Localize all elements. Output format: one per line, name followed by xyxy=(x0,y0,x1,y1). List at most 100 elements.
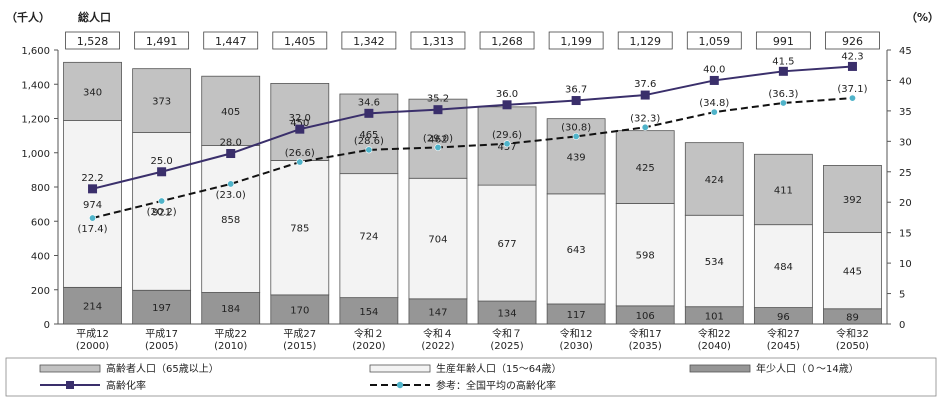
line-point xyxy=(572,132,580,140)
bar-segment xyxy=(615,130,675,204)
bar-segment-label: 117 xyxy=(567,310,586,321)
bar-segment-label: 101 xyxy=(705,311,724,322)
line-point-label: (37.1) xyxy=(837,84,867,95)
x-tick-label-year: (2035) xyxy=(629,341,662,352)
y-right-tick-label: 35 xyxy=(899,107,912,118)
x-tick-label: 令和17 xyxy=(629,327,662,340)
x-tick-label-year: (2025) xyxy=(490,341,523,352)
line-series xyxy=(92,65,853,190)
line-point xyxy=(709,75,719,85)
bar-segment xyxy=(270,82,330,161)
line-point xyxy=(157,167,167,177)
x-tick-label: 平成27 xyxy=(283,328,316,340)
total-box xyxy=(134,31,190,50)
y-right-tick-label: 40 xyxy=(899,76,912,87)
line-point-label: 28.0 xyxy=(220,138,242,149)
rate-lines: 22.2 25.0 28.0 32.0 34.6 35.2 36.0 36.7 37.6 40.0… xyxy=(78,51,868,235)
bar-segment-label: 134 xyxy=(497,309,516,320)
line-point-label: (34.8) xyxy=(699,98,729,109)
x-tick-label-year: (2050) xyxy=(836,341,869,352)
bar-segment-label: 450 xyxy=(290,118,309,129)
bar-segment-label: 405 xyxy=(221,107,240,118)
line-point-label: (26.6) xyxy=(285,148,315,159)
legend: 高齢者人口（65歳以上） 生産年齢人口（15～64歳） 年少人口（０～14歳） 高齢化… xyxy=(5,357,937,397)
y-right-unit: （%） xyxy=(906,11,939,24)
total-box xyxy=(825,31,880,50)
total-boxes: 1,528 1,491 1,447 1,405 1,342 1,313 1,268 1,199… xyxy=(65,31,880,50)
line-point-label: (29.6) xyxy=(492,130,522,141)
line-point-label: 35.2 xyxy=(427,94,449,105)
total-value: 1,528 xyxy=(77,35,109,48)
line-point-label: 32.0 xyxy=(289,113,311,124)
bar-segment xyxy=(339,297,399,325)
total-value: 1,129 xyxy=(629,35,661,48)
line-point-label: 37.6 xyxy=(634,79,656,90)
line-point-label: (32.3) xyxy=(630,113,660,124)
bar-segment xyxy=(339,173,399,299)
bar-segment-label: 214 xyxy=(83,302,102,313)
legend-label: 年少人口（０～14歳） xyxy=(756,362,859,375)
line-point xyxy=(364,108,374,118)
bar-segment-label: 106 xyxy=(636,311,655,322)
bar-segment-label: 424 xyxy=(705,175,724,186)
total-value: 1,405 xyxy=(284,35,316,48)
bar-segment-label: 425 xyxy=(636,163,655,174)
line-point xyxy=(502,100,512,110)
legend-label: 高齢者人口（65歳以上） xyxy=(106,362,219,375)
line-point xyxy=(571,96,581,106)
bar-segment-label: 534 xyxy=(705,257,724,268)
y-left-tick-label: 1,200 xyxy=(21,115,50,126)
bar-segment xyxy=(408,298,468,325)
x-tick-label-year: (2010) xyxy=(214,341,247,352)
line-point-label: 25.0 xyxy=(150,156,172,167)
legend-swatch xyxy=(689,364,751,373)
total-value: 1,491 xyxy=(146,35,178,48)
line-point-label: 42.3 xyxy=(841,51,863,62)
line-point xyxy=(365,146,373,154)
bar-segment-label: 457 xyxy=(497,142,516,153)
line-point xyxy=(227,180,235,188)
bar-segment-label: 197 xyxy=(152,303,171,314)
x-tick-label: 平成12 xyxy=(76,328,109,340)
line-point xyxy=(847,61,857,71)
bar-segment-label: 340 xyxy=(83,87,102,98)
total-box xyxy=(479,31,535,50)
legend-swatch xyxy=(369,364,431,373)
total-value: 1,447 xyxy=(215,35,247,48)
bar-segment xyxy=(132,289,192,325)
line-point-label: 36.0 xyxy=(496,89,518,100)
bar-segment-label: 785 xyxy=(290,224,309,235)
bar-segment xyxy=(339,93,399,175)
line-point xyxy=(848,94,856,102)
x-tick-label: 令和７ xyxy=(492,327,522,340)
bar-segment xyxy=(823,232,882,310)
y-left-tick-label: 400 xyxy=(31,252,50,263)
y-left-tick-label: 1,400 xyxy=(21,80,50,91)
x-tick-label: 平成22 xyxy=(214,328,247,340)
y-right-tick-label: 5 xyxy=(899,290,905,301)
bar-segment xyxy=(823,165,882,233)
x-tick-label: 平成17 xyxy=(145,328,178,340)
total-box xyxy=(548,31,604,50)
total-value: 926 xyxy=(842,35,863,48)
total-box xyxy=(410,31,466,50)
x-tick-label-year: (2030) xyxy=(559,341,592,352)
line-point xyxy=(710,108,718,116)
bar-segment-label: 677 xyxy=(497,239,516,250)
bar-segment-label: 439 xyxy=(567,152,586,163)
y-left-tick-label: 600 xyxy=(31,217,50,228)
line-point xyxy=(89,214,97,222)
y-left-tick-label: 200 xyxy=(31,286,50,297)
total-value: 1,199 xyxy=(560,35,592,48)
line-point-label: (23.0) xyxy=(216,190,246,201)
bar-segment xyxy=(132,68,192,133)
legend-label: 生産年齢人口（15～64歳） xyxy=(436,362,561,375)
line-point xyxy=(503,140,511,148)
line-point-label: (20.2) xyxy=(147,207,177,218)
x-tick-label: 令和２ xyxy=(354,327,384,340)
x-tick-label: 令和４ xyxy=(423,327,453,340)
x-tick-label: 令和22 xyxy=(698,327,731,340)
line-point-label: 40.0 xyxy=(703,64,725,75)
line-point-label: 22.2 xyxy=(81,173,103,184)
bar-segment-label: 724 xyxy=(359,232,378,243)
